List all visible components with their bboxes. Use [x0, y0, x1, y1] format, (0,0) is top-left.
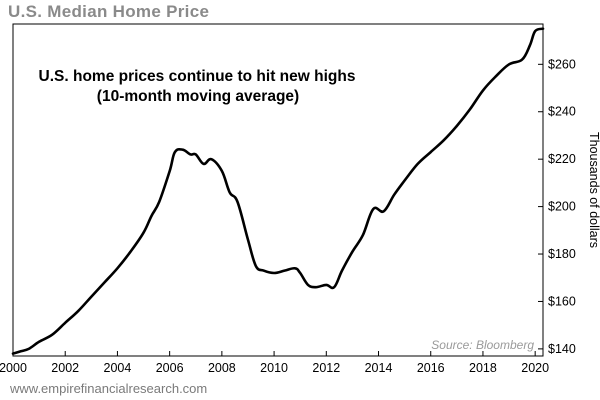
x-tick-label: 2006 — [156, 361, 184, 375]
x-tick-label: 2018 — [469, 361, 497, 375]
x-tick-label: 2012 — [312, 361, 340, 375]
plot-frame — [12, 23, 544, 357]
x-tick-label: 2016 — [417, 361, 445, 375]
page-title: U.S. Median Home Price — [8, 2, 210, 21]
source-label: Source: Bloomberg — [431, 338, 534, 352]
y-tick-label: $260 — [548, 57, 576, 71]
x-tick-label: 2002 — [51, 361, 79, 375]
tick-labels: 2000 2002 2004 2006 2008 2010 2012 2014 2016 2018… — [0, 57, 576, 375]
series-line-median-home-price — [11, 27, 545, 355]
chart-annotation-line-2: (10-month moving average) — [97, 88, 299, 105]
x-tick-label: 2008 — [208, 361, 236, 375]
website-footer: www.empirefinancialresearch.com — [10, 381, 208, 396]
x-tick-label: 2010 — [260, 361, 288, 375]
y-axis-label: Thousands of dollars — [587, 132, 600, 248]
x-tick-label: 2020 — [521, 361, 549, 375]
chart-annotation-line-1: U.S. home prices continue to hit new hig… — [39, 68, 356, 85]
x-tick-label: 2014 — [365, 361, 393, 375]
y-tick-label: $200 — [548, 200, 576, 214]
y-tick-label: $180 — [548, 247, 576, 261]
x-tick-label: 2000 — [0, 361, 27, 375]
y-tick-label: $240 — [548, 105, 576, 119]
y-tick-label: $160 — [548, 294, 576, 308]
y-tick-label: $140 — [548, 342, 576, 356]
x-tick-label: 2004 — [104, 361, 132, 375]
y-tick-label: $220 — [548, 152, 576, 166]
axis-ticks — [12, 63, 543, 356]
